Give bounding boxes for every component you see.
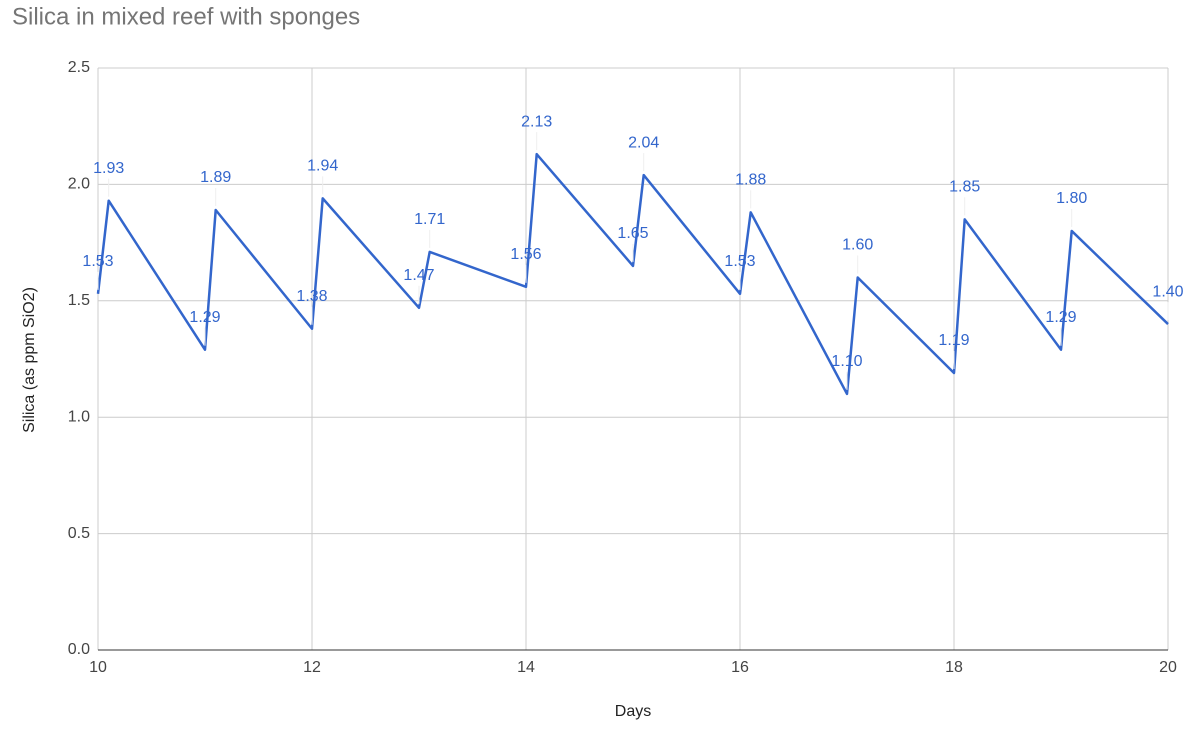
y-axis-label: Silica (as ppm SiO2) — [21, 287, 38, 433]
data-label: 1.29 — [1045, 309, 1076, 326]
data-label: 1.65 — [617, 225, 648, 242]
data-label: 1.71 — [414, 211, 445, 228]
data-label: 1.38 — [296, 288, 327, 305]
chart-title: Silica in mixed reef with sponges — [12, 3, 360, 30]
data-label: 1.40 — [1152, 283, 1183, 300]
data-label: 1.89 — [200, 169, 231, 186]
data-label: 1.47 — [403, 267, 434, 284]
data-label: 1.85 — [949, 179, 980, 196]
data-label: 1.29 — [189, 309, 220, 326]
data-label: 1.80 — [1056, 190, 1087, 207]
y-tick-label: 2.5 — [68, 59, 90, 76]
x-tick-label: 20 — [1159, 659, 1177, 676]
y-tick-label: 1.0 — [68, 408, 90, 425]
x-tick-label: 10 — [89, 659, 107, 676]
x-tick-label: 14 — [517, 659, 535, 676]
data-label: 1.19 — [938, 332, 969, 349]
data-label: 2.13 — [521, 113, 552, 130]
data-label: 1.60 — [842, 237, 873, 254]
x-axis-label: Days — [615, 703, 651, 720]
data-label: 1.56 — [510, 246, 541, 263]
x-tick-label: 18 — [945, 659, 963, 676]
y-tick-label: 0.5 — [68, 525, 90, 542]
data-label: 2.04 — [628, 134, 659, 151]
data-label: 1.93 — [93, 160, 124, 177]
y-tick-label: 1.5 — [68, 292, 90, 309]
x-tick-label: 12 — [303, 659, 321, 676]
data-label: 1.10 — [831, 353, 862, 370]
data-label: 1.53 — [724, 253, 755, 270]
y-tick-label: 2.0 — [68, 176, 90, 193]
data-line — [96, 152, 1169, 396]
data-label: 1.53 — [82, 253, 113, 270]
data-label: 1.94 — [307, 158, 338, 175]
data-label: 1.88 — [735, 172, 766, 189]
x-tick-label: 16 — [731, 659, 749, 676]
y-tick-label: 0.0 — [68, 641, 90, 658]
